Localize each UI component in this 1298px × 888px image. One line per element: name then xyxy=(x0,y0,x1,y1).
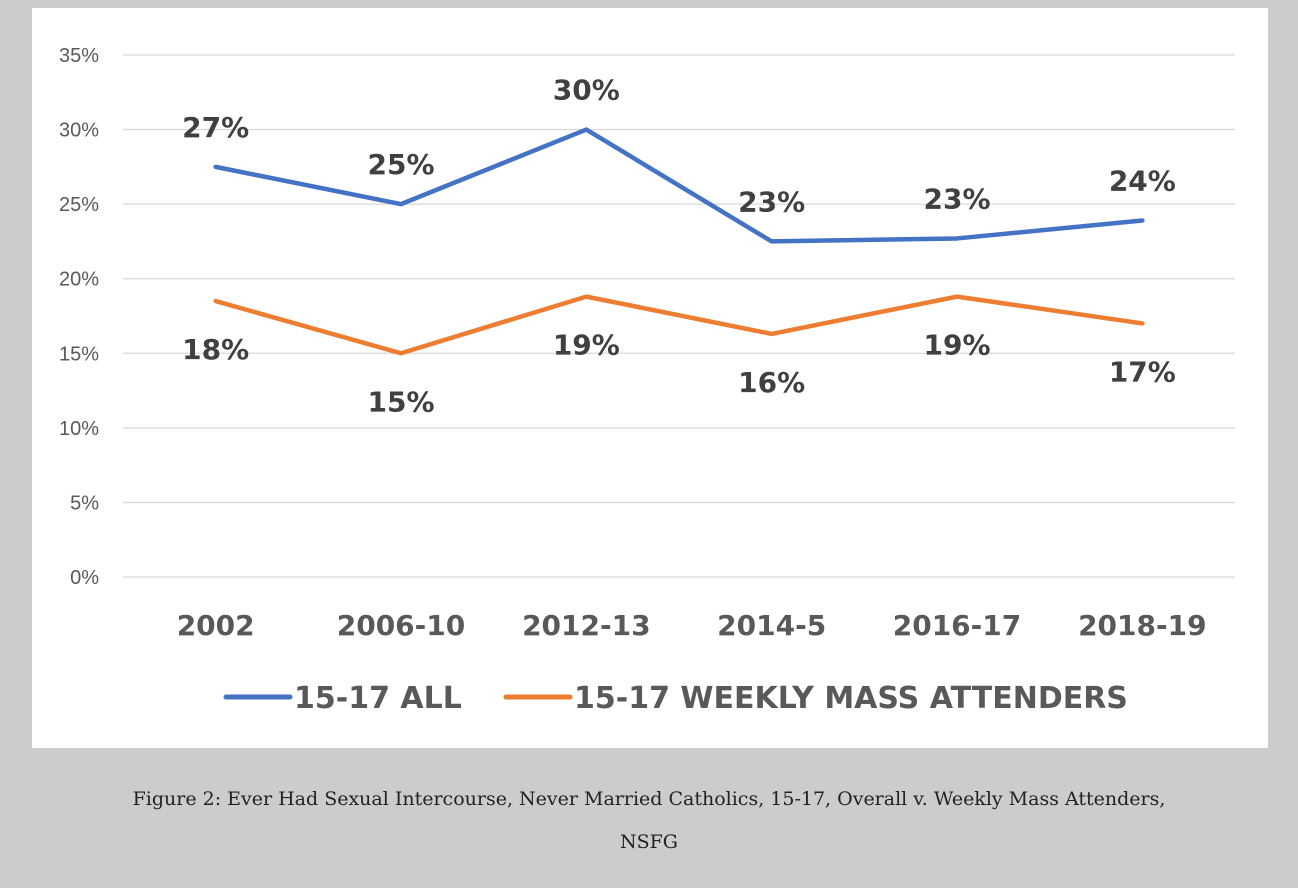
data-label: 25% xyxy=(367,148,434,181)
legend-label: 15-17 ALL xyxy=(294,681,462,716)
caption-line-2: NSFG xyxy=(619,831,678,853)
x-tick-label: 2006-10 xyxy=(337,609,466,642)
y-tick-label: 15% xyxy=(59,343,99,365)
data-label: 23% xyxy=(923,182,990,215)
y-tick-label: 20% xyxy=(59,269,99,291)
caption-line-1: Figure 2: Ever Had Sexual Intercourse, N… xyxy=(132,788,1166,810)
data-label: 19% xyxy=(923,329,990,362)
x-tick-label: 2016-17 xyxy=(893,609,1022,642)
y-tick-label: 35% xyxy=(59,45,99,67)
data-label: 23% xyxy=(738,185,805,218)
x-tick-label: 2012-13 xyxy=(522,609,651,642)
data-label: 24% xyxy=(1109,165,1176,198)
chart-container: 0% 5% 10% 15% 20% 25% 30% 35% 2002 2006-10 2012-13… xyxy=(32,8,1268,748)
x-tick-label: 2002 xyxy=(177,609,255,642)
legend-label: 15-17 WEEKLY MASS ATTENDERS xyxy=(574,681,1128,716)
line-chart: 0% 5% 10% 15% 20% 25% 30% 35% 2002 2006-10 2012-13… xyxy=(59,45,1235,716)
data-label: 16% xyxy=(738,366,805,399)
y-tick-label: 25% xyxy=(59,194,99,216)
figure-caption: Figure 2: Ever Had Sexual Intercourse, N… xyxy=(0,778,1298,864)
data-label: 27% xyxy=(182,111,249,144)
series-line xyxy=(213,294,1145,356)
x-tick-label: 2014-5 xyxy=(717,609,826,642)
data-label: 30% xyxy=(553,74,620,107)
y-tick-label: 0% xyxy=(70,567,99,589)
y-tick-label: 30% xyxy=(59,120,99,142)
data-label: 15% xyxy=(367,385,434,418)
y-tick-label: 10% xyxy=(59,418,99,440)
y-tick-label: 5% xyxy=(70,492,99,514)
data-label: 17% xyxy=(1109,355,1176,388)
data-label: 19% xyxy=(553,329,620,362)
x-tick-label: 2018-19 xyxy=(1078,609,1207,642)
series-line xyxy=(213,127,1145,244)
data-label: 18% xyxy=(182,333,249,366)
